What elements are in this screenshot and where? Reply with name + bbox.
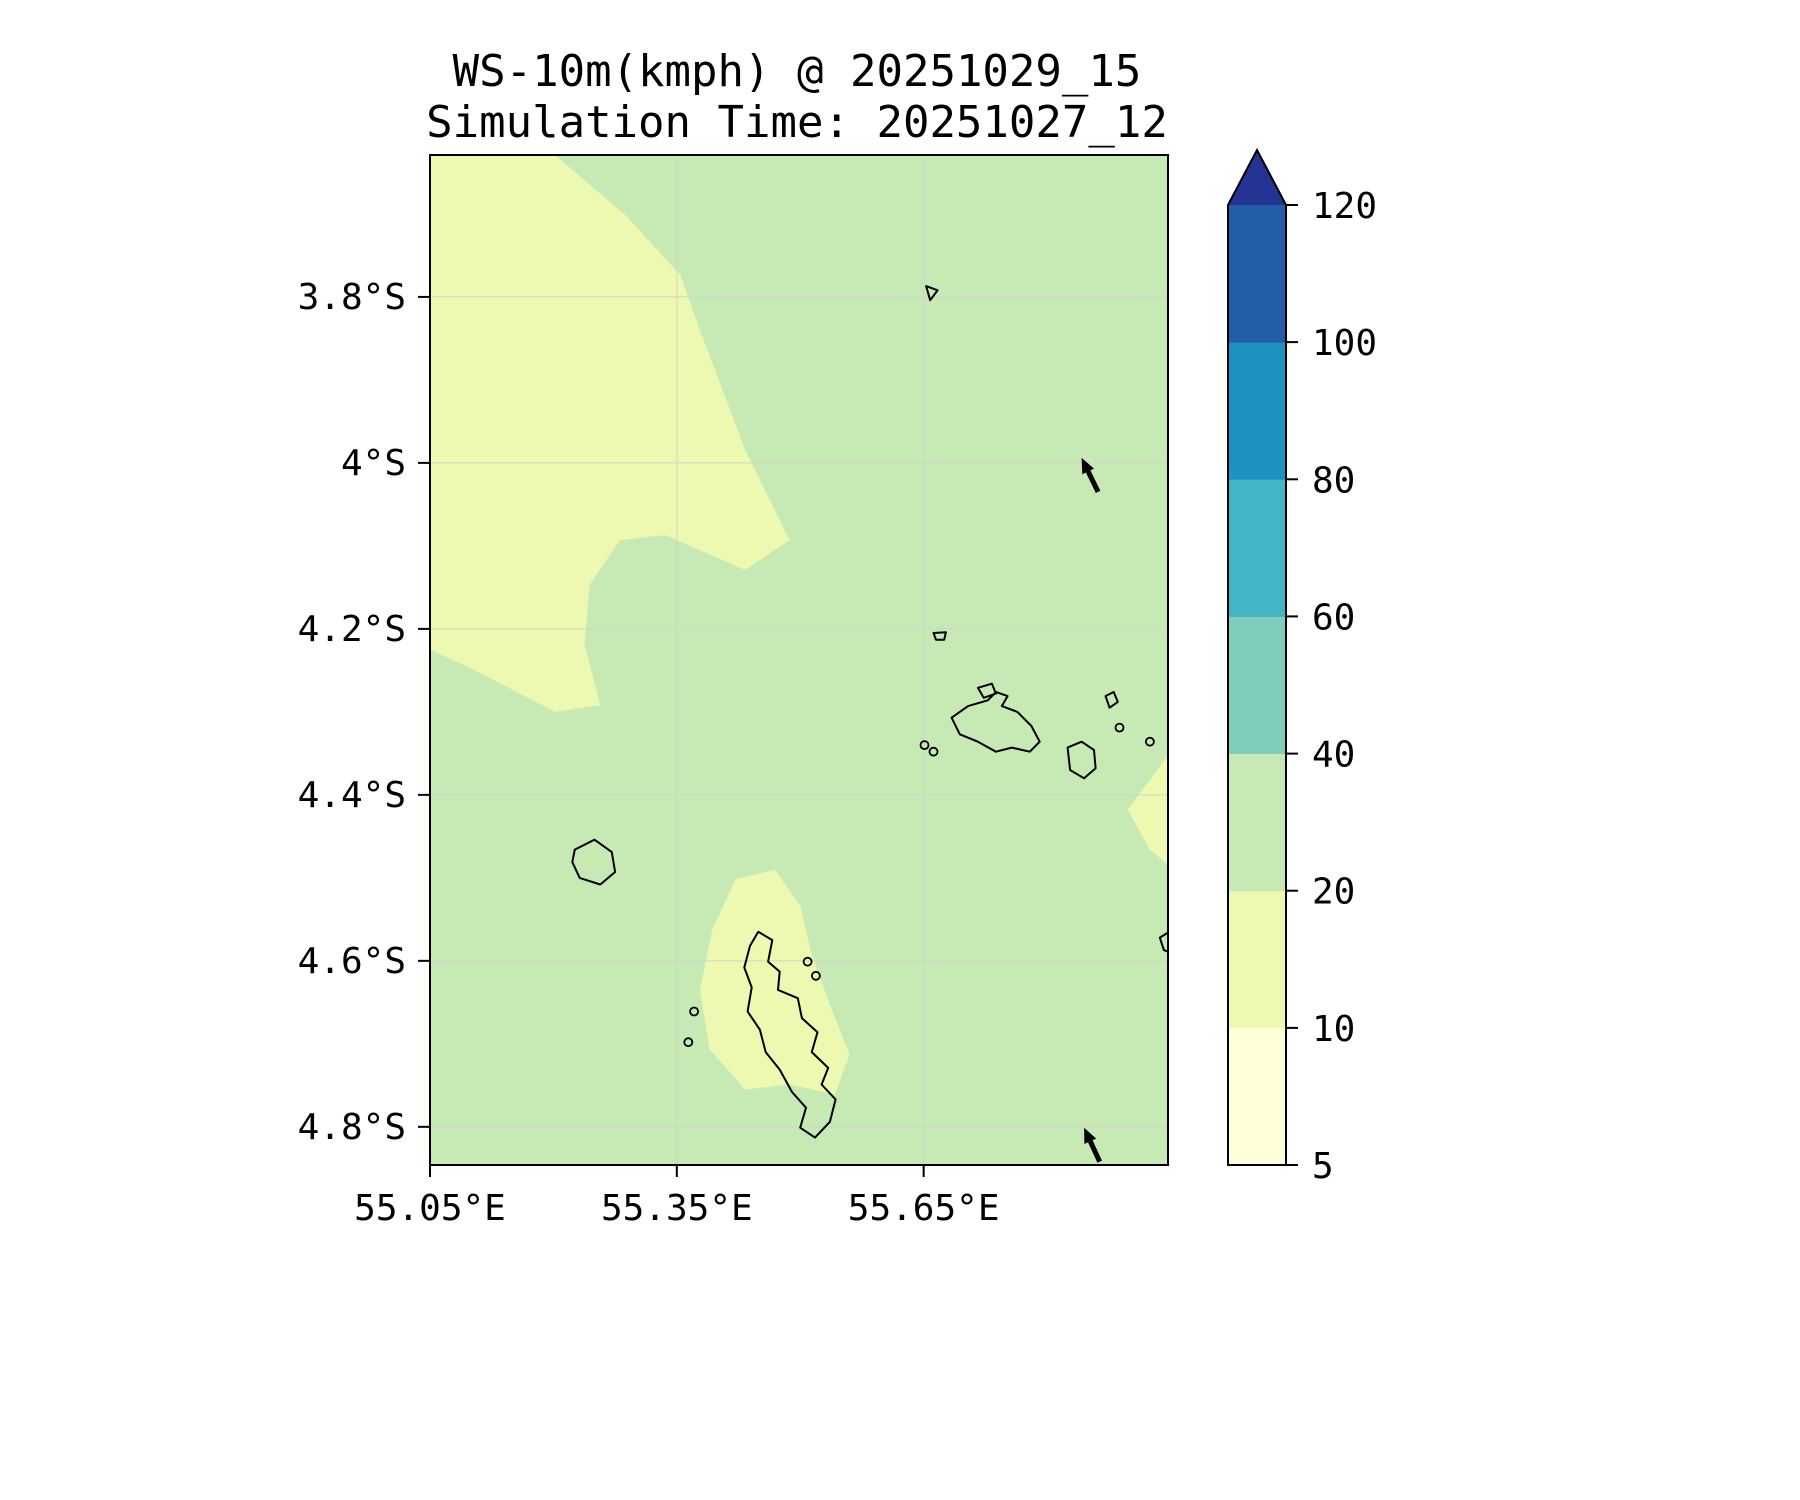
low-wind-region-mahe-area (699, 869, 850, 1095)
island-outline-aride (932, 631, 947, 641)
gridlines (429, 155, 1168, 1165)
islet-dot (683, 1037, 694, 1048)
colorbar: 5 10 20 40 60 80 100 120 (1227, 147, 1377, 1187)
colorbar-segment (1228, 342, 1286, 480)
low-wind-region-northwest (430, 155, 790, 712)
colorbar-segment (1228, 890, 1286, 1029)
island-outline-silhouette (571, 838, 617, 886)
render-root: 55.05°E 55.35°E 55.65°E 3.8°S 4°S 4.2°S 4.4°S 4… (298, 147, 1377, 1229)
low-wind-region-east-edge (1127, 755, 1168, 865)
island-outlines (571, 285, 1168, 1139)
y-tick-label: 4°S (341, 443, 406, 484)
colorbar-segment (1228, 1027, 1286, 1166)
colorbar-segment (1228, 616, 1286, 754)
colorbar-segment (1228, 753, 1286, 892)
colorbar-segment (1228, 205, 1286, 343)
island-outline-curieuse (976, 682, 997, 699)
colorbar-tick-label: 40 (1312, 735, 1355, 776)
y-tick-label: 4.2°S (298, 609, 406, 650)
x-tick-label: 55.65°E (848, 1188, 1000, 1229)
colorbar-extend-triangle (1228, 150, 1286, 205)
island-outline-felicite (1104, 691, 1119, 709)
axes-frame (429, 154, 1169, 1166)
y-tick-label: 4.8°S (298, 1107, 406, 1148)
y-tick-label: 4.4°S (298, 775, 406, 816)
colorbar-tick-label: 60 (1312, 597, 1355, 638)
islet-dot (1114, 722, 1125, 733)
x-tick-label: 55.05°E (354, 1188, 506, 1229)
wind-arrow-shaft (1085, 470, 1101, 493)
colorbar-outline (1227, 147, 1287, 1166)
colorbar-segment (1228, 479, 1286, 617)
islet-dot (811, 970, 821, 981)
chart-title: WS-10m(kmph) @ 20251029_15 (453, 46, 1142, 97)
wind-arrow-shaft (1088, 1140, 1102, 1163)
island-outline-praslin (950, 691, 1041, 753)
wind-arrow-head (1081, 457, 1094, 475)
island-outline-north-islet (925, 285, 939, 302)
y-tick-label: 4.6°S (298, 941, 406, 982)
island-outline-east-edge-partial (1158, 931, 1168, 953)
x-tick-label: 55.35°E (601, 1188, 753, 1229)
low-wind-regions (430, 155, 1168, 1095)
colorbar-tick-label: 100 (1312, 323, 1377, 364)
islet-dot (919, 740, 930, 750)
islet-dot (1145, 736, 1155, 747)
colorbar-tick-label: 120 (1312, 186, 1377, 227)
islet-dot (689, 1006, 699, 1017)
colorbar-tick-label: 10 (1312, 1009, 1355, 1050)
wind-arrows (1081, 457, 1102, 1163)
islet-dot (802, 956, 813, 967)
chart-subtitle: Simulation Time: 20251027_12 (426, 97, 1168, 148)
axis-ticks: 55.05°E 55.35°E 55.65°E 3.8°S 4°S 4.2°S 4.4°S 4… (298, 277, 1000, 1229)
wind-arrow-head (1084, 1127, 1097, 1144)
island-outline-la-digue (1066, 740, 1097, 780)
colorbar-tick-label: 80 (1312, 460, 1355, 501)
islet-dot (928, 746, 939, 757)
colorbar-tick-label: 5 (1312, 1146, 1334, 1187)
colorbar-tick-label: 20 (1312, 872, 1355, 913)
island-outline-mahe (743, 930, 837, 1139)
y-tick-label: 3.8°S (298, 277, 406, 318)
